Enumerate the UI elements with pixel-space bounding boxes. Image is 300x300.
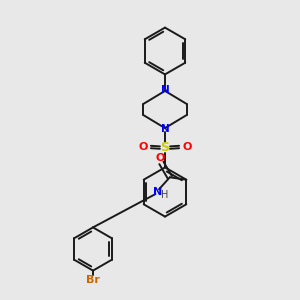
Text: O: O — [156, 153, 165, 164]
Text: O: O — [138, 142, 148, 152]
Text: S: S — [160, 141, 169, 154]
Text: N: N — [160, 85, 169, 95]
Text: N: N — [153, 187, 162, 197]
Text: O: O — [182, 142, 192, 152]
Text: Br: Br — [86, 275, 100, 285]
Text: N: N — [160, 124, 169, 134]
Text: H: H — [161, 190, 168, 200]
